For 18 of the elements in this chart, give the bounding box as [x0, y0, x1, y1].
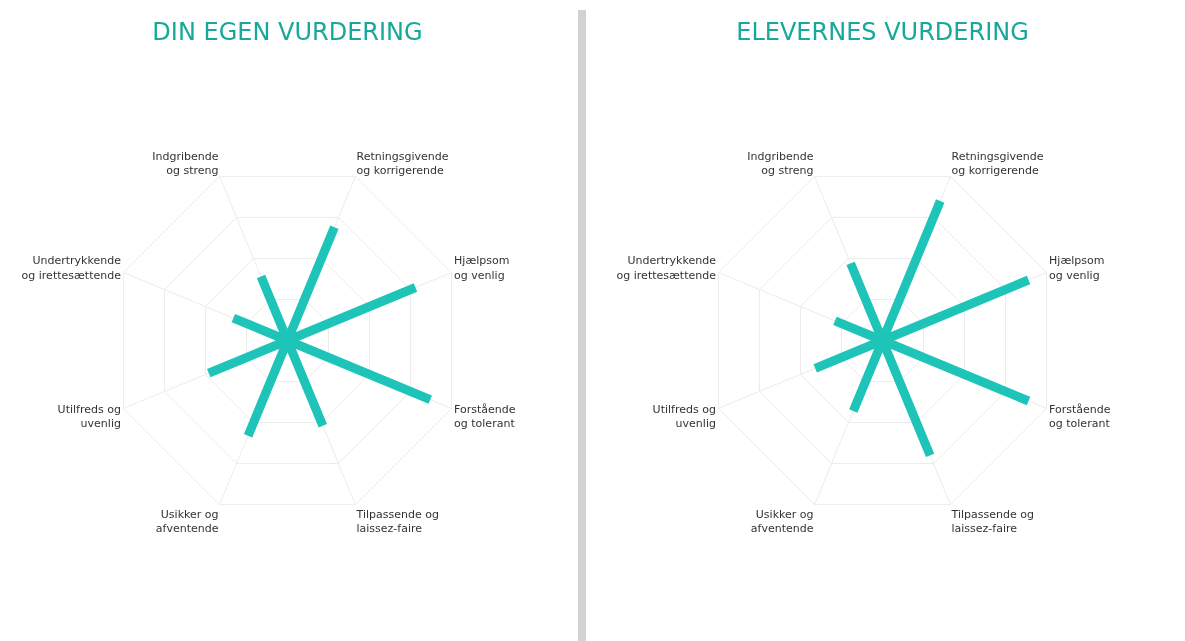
- spoke-label: Indgribende og streng: [747, 149, 814, 177]
- spoke-label: Retningsgivende og korrigerende: [356, 149, 449, 177]
- spoke-label: Forstående og tolerant: [1049, 402, 1111, 431]
- chart-title: ELEVERNES VURDERING: [736, 18, 1029, 47]
- spoke-label: Usikker og afventende: [750, 508, 814, 536]
- spoke-label: Forstående og tolerant: [454, 402, 516, 431]
- spoke-label: Indgribende og streng: [152, 149, 219, 177]
- spoke-label: Utilfreds og uvenlig: [652, 402, 716, 431]
- spoke-label: Undertrykkende og irettesættende: [21, 254, 122, 282]
- spoke-label: Hjælpsom og venlig: [1049, 254, 1105, 282]
- spoke-label: Retningsgivende og korrigerende: [951, 149, 1044, 177]
- spoke-label: Usikker og afventende: [155, 508, 219, 536]
- spoke-label: Tilpassende og laissez-faire: [355, 508, 439, 536]
- spoke-label: Tilpassende og laissez-faire: [950, 508, 1034, 536]
- chart-title: DIN EGEN VURDERING: [152, 18, 423, 47]
- spoke-label: Utilfreds og uvenlig: [57, 402, 121, 431]
- spoke-label: Undertrykkende og irettesættende: [616, 254, 717, 282]
- spoke-label: Hjælpsom og venlig: [454, 254, 510, 282]
